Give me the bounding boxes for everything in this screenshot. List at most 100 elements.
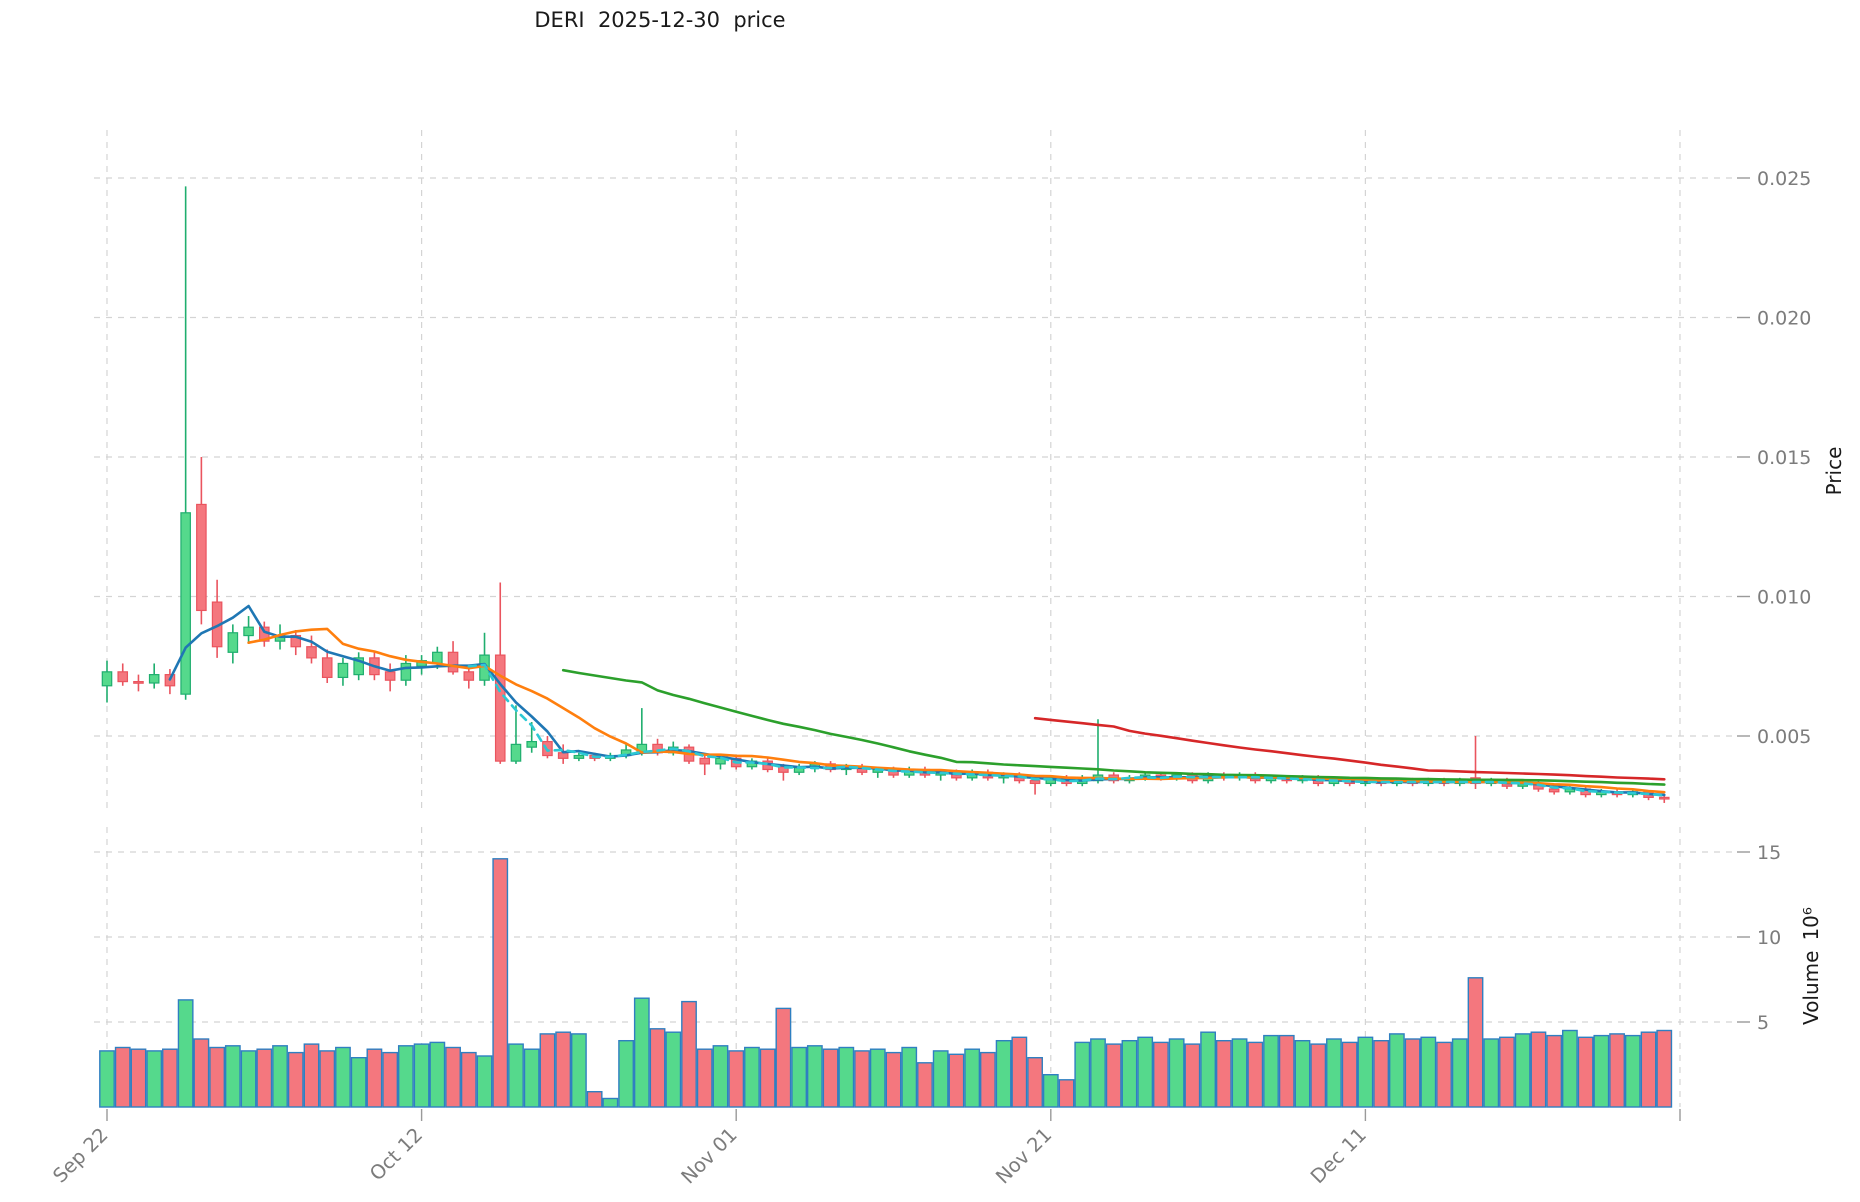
volume-bar <box>224 1045 241 1108</box>
volume-bar <box>1326 1038 1342 1108</box>
price-tick-label: 0.010 <box>1757 587 1811 609</box>
candle-body <box>432 651 443 665</box>
gridlines <box>94 130 1732 1107</box>
date-tick-label: Oct 12 <box>365 1123 427 1185</box>
volume-axis-scale-text: 10⁶ <box>1799 907 1823 940</box>
volume-bar <box>209 1046 226 1108</box>
volume-bar <box>917 1062 933 1108</box>
volume-bar <box>1420 1036 1437 1108</box>
candle-body <box>699 757 711 765</box>
volume-bar <box>114 1046 131 1108</box>
volume-bar <box>681 1000 697 1108</box>
volume-bar <box>476 1055 493 1108</box>
volume-bar <box>1137 1036 1154 1108</box>
volume-bar <box>130 1048 147 1108</box>
candle-body <box>384 671 396 681</box>
volume-bar <box>1090 1038 1106 1108</box>
ma-line-10 <box>247 627 1666 794</box>
volume-bar <box>1436 1041 1452 1108</box>
volume-tick-label: 10 <box>1757 927 1781 949</box>
candle-body <box>306 646 317 659</box>
candle-body <box>321 657 333 679</box>
volume-bar <box>948 1053 965 1108</box>
volume-bar <box>99 1050 115 1108</box>
date-tick-label: Nov 01 <box>677 1123 742 1188</box>
volume-bar <box>382 1051 399 1108</box>
candle-body <box>196 503 207 612</box>
volume-bar <box>822 1048 839 1108</box>
price-tick-label: 0.020 <box>1757 308 1811 330</box>
volume-bar <box>193 1038 210 1108</box>
candle-body <box>557 752 569 759</box>
price-tick-label: 0.025 <box>1757 168 1811 190</box>
volume-bar <box>728 1050 745 1108</box>
volume-bar <box>1467 977 1484 1108</box>
volume-bar <box>1514 1033 1531 1108</box>
volume-bar <box>571 1033 587 1108</box>
volume-bar <box>995 1039 1012 1108</box>
candle-body <box>573 754 585 759</box>
volume-bar <box>1593 1034 1610 1108</box>
volume-bar <box>319 1050 336 1108</box>
candle-body <box>243 626 254 637</box>
volume-bar <box>240 1050 257 1108</box>
volume-bar <box>177 999 194 1108</box>
candle-body <box>510 743 522 762</box>
candle-body <box>494 654 506 762</box>
volume-bar <box>523 1048 540 1108</box>
candle-body <box>1658 796 1670 800</box>
volume-bar <box>1373 1039 1390 1108</box>
volume-bar <box>1640 1031 1657 1108</box>
volume-bar <box>555 1031 572 1108</box>
volume-bar <box>1656 1029 1673 1108</box>
volume-axis-title: Volume 10⁶ <box>1799 907 1823 1025</box>
volume-bar <box>256 1048 273 1108</box>
volume-bar <box>539 1033 556 1108</box>
candle-body <box>447 651 459 673</box>
volume-bar <box>366 1048 383 1108</box>
volume-bar <box>665 1031 682 1108</box>
volume-bar <box>838 1046 855 1108</box>
volume-bar <box>1609 1033 1625 1108</box>
price-axis-title: Price <box>1822 447 1846 496</box>
price-tick-label: 0.005 <box>1757 726 1811 748</box>
volume-bar <box>649 1028 666 1108</box>
volume-tick-label: 5 <box>1757 1012 1769 1034</box>
volume-bar <box>1215 1039 1232 1108</box>
candle-body <box>117 671 129 683</box>
volume-bar <box>1011 1036 1028 1108</box>
volume-bar <box>586 1090 603 1108</box>
ma-line-60 <box>1033 716 1666 781</box>
volume-bar <box>696 1048 713 1108</box>
volume-bar <box>1153 1041 1169 1108</box>
volume-bar <box>162 1048 178 1108</box>
volume-bar <box>445 1046 461 1108</box>
volume-bar <box>1388 1033 1405 1108</box>
volume-bar <box>869 1048 886 1108</box>
candle-body <box>1029 780 1041 785</box>
volume-bar <box>1294 1039 1311 1108</box>
volume-bar <box>1577 1036 1594 1108</box>
volume-bar <box>1278 1034 1295 1108</box>
volume-bar <box>979 1051 996 1108</box>
volume-bar <box>429 1041 446 1108</box>
candlesticks <box>101 186 1670 803</box>
candle-body <box>133 680 144 684</box>
volume-bar <box>885 1051 902 1108</box>
volume-bar <box>602 1097 619 1108</box>
candle-body <box>353 657 364 676</box>
volume-bar <box>397 1045 414 1108</box>
volume-bar <box>1074 1041 1091 1108</box>
volume-bar <box>1231 1038 1248 1108</box>
volume-bar <box>1027 1056 1043 1108</box>
volume-bar <box>1546 1034 1563 1108</box>
volume-bar <box>1357 1036 1374 1108</box>
volume-bar <box>1341 1041 1358 1108</box>
volume-bar <box>413 1043 430 1108</box>
moving-average-lines <box>168 604 1666 797</box>
volume-bar <box>806 1045 823 1108</box>
ma-line-4 <box>467 663 1666 797</box>
volume-bar <box>932 1050 949 1108</box>
